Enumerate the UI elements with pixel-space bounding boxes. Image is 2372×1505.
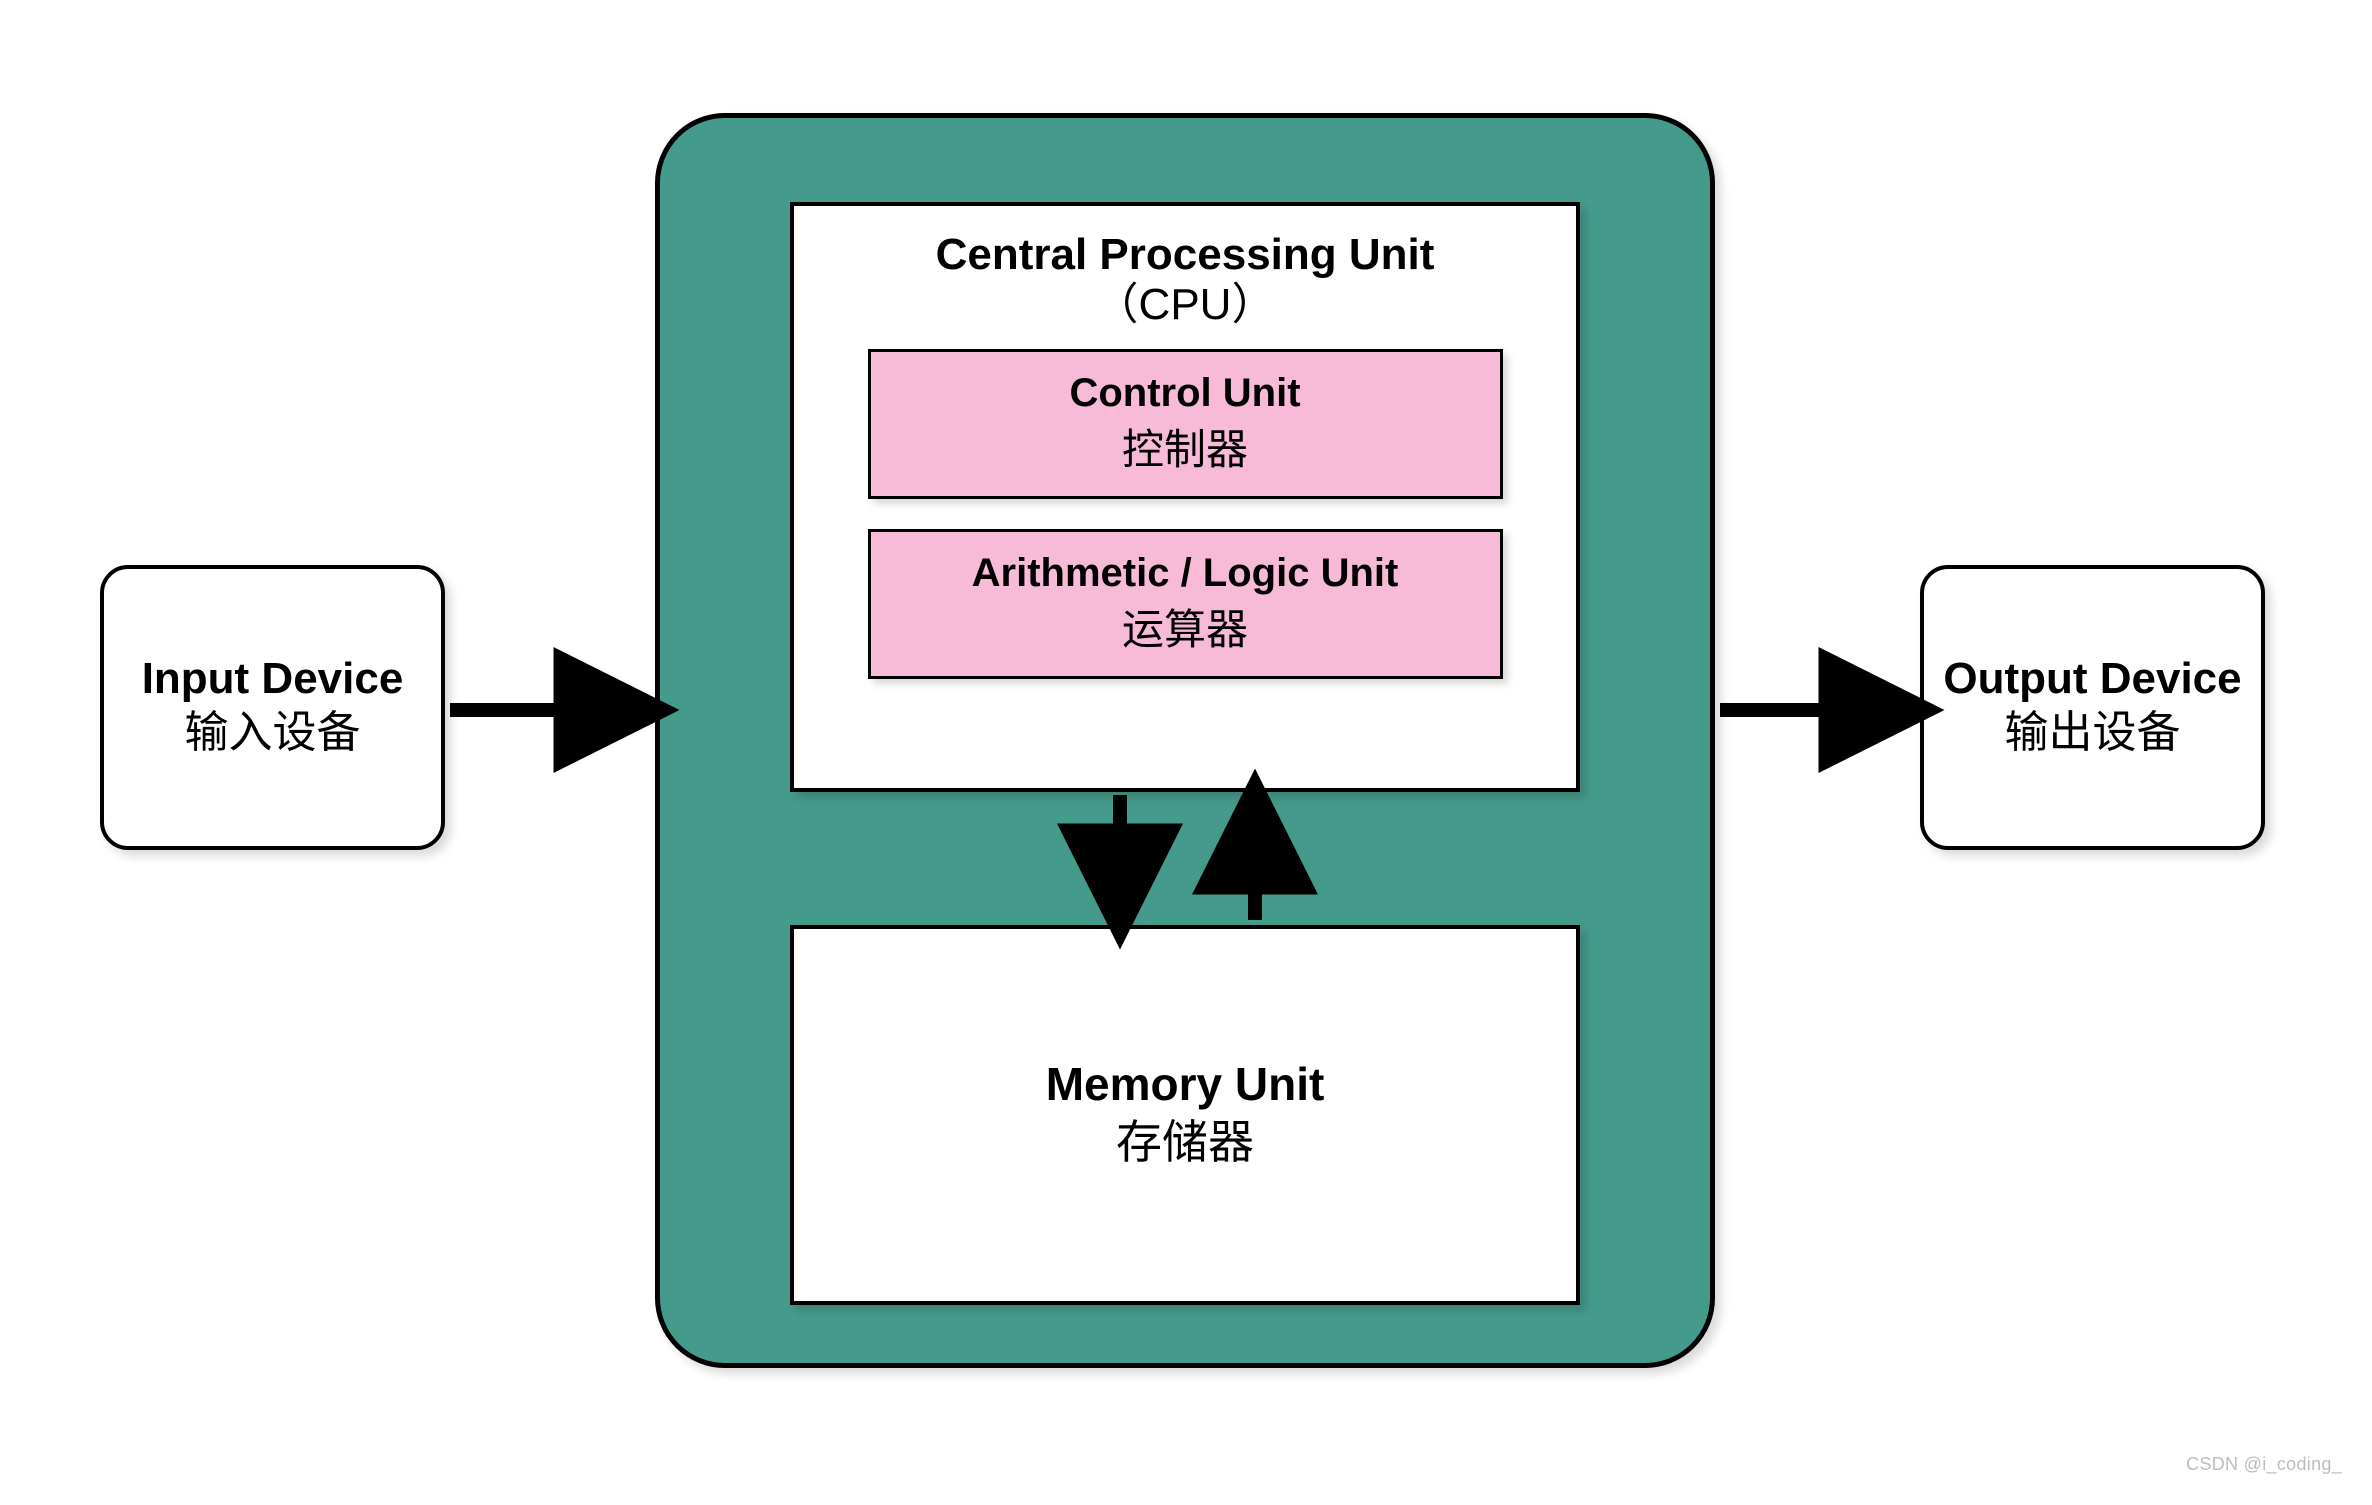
control-unit-label-cn: 控制器 <box>1122 416 1248 477</box>
input-device-label-en: Input Device <box>142 654 404 705</box>
output-device-label-en: Output Device <box>1943 654 2241 705</box>
input-device-label-cn: 输入设备 <box>185 704 361 761</box>
memory-unit-label-en: Memory Unit <box>1046 1057 1325 1111</box>
memory-unit-label-cn: 存储器 <box>1116 1111 1254 1173</box>
cpu-label-cn: （CPU） <box>1095 280 1276 331</box>
computer-architecture-diagram: Input Device 输入设备 Output Device 输出设备 Cen… <box>0 0 2372 1505</box>
input-device-box: Input Device 输入设备 <box>100 565 445 850</box>
cpu-box: Central Processing Unit （CPU） Control Un… <box>790 202 1580 792</box>
watermark-text: CSDN @i_coding_ <box>2186 1454 2342 1475</box>
cpu-label-en: Central Processing Unit <box>936 230 1435 280</box>
alu-label-cn: 运算器 <box>1122 596 1248 657</box>
output-device-label-cn: 输出设备 <box>2005 704 2181 761</box>
memory-unit-box: Memory Unit 存储器 <box>790 925 1580 1305</box>
output-device-box: Output Device 输出设备 <box>1920 565 2265 850</box>
alu-box: Arithmetic / Logic Unit 运算器 <box>868 529 1503 679</box>
control-unit-box: Control Unit 控制器 <box>868 349 1503 499</box>
alu-label-en: Arithmetic / Logic Unit <box>972 551 1399 596</box>
control-unit-label-en: Control Unit <box>1069 371 1300 416</box>
